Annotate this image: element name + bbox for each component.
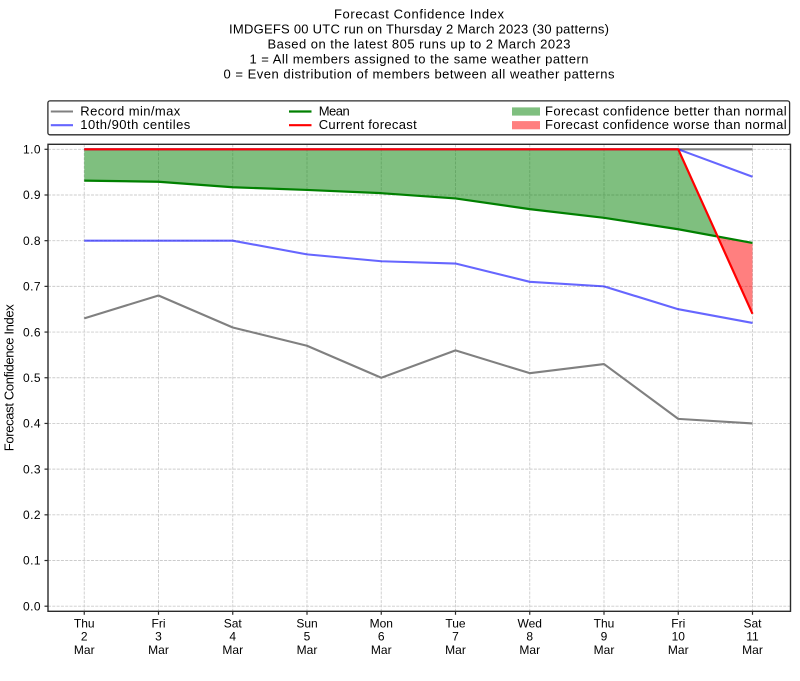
- svg-text:Thu: Thu: [74, 616, 95, 630]
- svg-text:Current forecast: Current forecast: [319, 117, 417, 132]
- svg-text:Forecast Confidence Index: Forecast Confidence Index: [334, 7, 505, 22]
- svg-text:0.7: 0.7: [23, 280, 41, 294]
- svg-text:3: 3: [155, 630, 162, 644]
- svg-text:10: 10: [672, 630, 686, 644]
- svg-text:0.4: 0.4: [23, 417, 41, 431]
- svg-text:0.5: 0.5: [23, 371, 41, 385]
- svg-text:0.2: 0.2: [23, 508, 41, 522]
- svg-text:6: 6: [378, 630, 385, 644]
- svg-text:5: 5: [304, 630, 311, 644]
- svg-text:0 = Even distribution of membe: 0 = Even distribution of members between…: [224, 67, 616, 82]
- svg-text:Sat: Sat: [743, 616, 762, 630]
- svg-text:Sat: Sat: [224, 616, 243, 630]
- svg-text:Mar: Mar: [371, 643, 392, 657]
- svg-text:Record min/max: Record min/max: [80, 103, 181, 118]
- svg-text:Thu: Thu: [594, 616, 615, 630]
- svg-text:10th/90th centiles: 10th/90th centiles: [80, 117, 191, 132]
- svg-text:Fri: Fri: [671, 616, 685, 630]
- svg-text:Mar: Mar: [297, 643, 318, 657]
- svg-text:0.3: 0.3: [23, 462, 41, 476]
- svg-text:Mar: Mar: [148, 643, 169, 657]
- svg-text:Forecast Confidence Index: Forecast Confidence Index: [2, 304, 17, 452]
- svg-text:2: 2: [81, 630, 88, 644]
- svg-text:Sun: Sun: [296, 616, 317, 630]
- svg-text:Mar: Mar: [519, 643, 540, 657]
- svg-text:1 = All members assigned to th: 1 = All members assigned to the same wea…: [250, 52, 589, 67]
- svg-text:Wed: Wed: [518, 616, 542, 630]
- svg-text:IMDGEFS 00 UTC run on Thursday: IMDGEFS 00 UTC run on Thursday 2 March 2…: [229, 22, 609, 37]
- svg-text:Forecast confidence worse than: Forecast confidence worse than normal: [545, 117, 787, 132]
- svg-text:0.0: 0.0: [23, 599, 41, 613]
- svg-text:Mar: Mar: [594, 643, 615, 657]
- svg-text:9: 9: [601, 630, 608, 644]
- svg-text:Based on the latest 805 runs u: Based on the latest 805 runs up to 2 Mar…: [268, 37, 571, 52]
- svg-text:Tue: Tue: [445, 616, 466, 630]
- svg-text:Mar: Mar: [742, 643, 763, 657]
- svg-text:0.1: 0.1: [23, 554, 41, 568]
- svg-text:Mon: Mon: [370, 616, 393, 630]
- svg-text:0.9: 0.9: [23, 188, 41, 202]
- svg-text:0.6: 0.6: [23, 325, 41, 339]
- svg-text:Forecast confidence better tha: Forecast confidence better than normal: [545, 103, 787, 118]
- svg-text:Mar: Mar: [74, 643, 95, 657]
- svg-text:1.0: 1.0: [23, 143, 41, 157]
- svg-text:Mean: Mean: [319, 103, 350, 118]
- svg-text:Mar: Mar: [668, 643, 689, 657]
- svg-text:7: 7: [452, 630, 459, 644]
- svg-text:4: 4: [229, 630, 236, 644]
- svg-text:8: 8: [526, 630, 533, 644]
- svg-text:Fri: Fri: [152, 616, 166, 630]
- svg-text:11: 11: [746, 630, 759, 644]
- svg-text:Mar: Mar: [222, 643, 243, 657]
- svg-text:0.8: 0.8: [23, 234, 41, 248]
- svg-text:Mar: Mar: [445, 643, 466, 657]
